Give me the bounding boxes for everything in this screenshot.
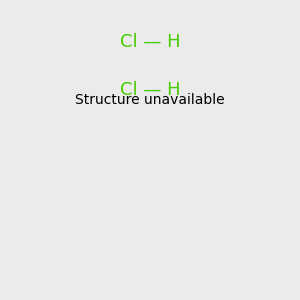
Text: Structure unavailable: Structure unavailable <box>75 93 225 107</box>
Text: Cl — H: Cl — H <box>120 33 181 51</box>
Text: Cl — H: Cl — H <box>120 81 181 99</box>
